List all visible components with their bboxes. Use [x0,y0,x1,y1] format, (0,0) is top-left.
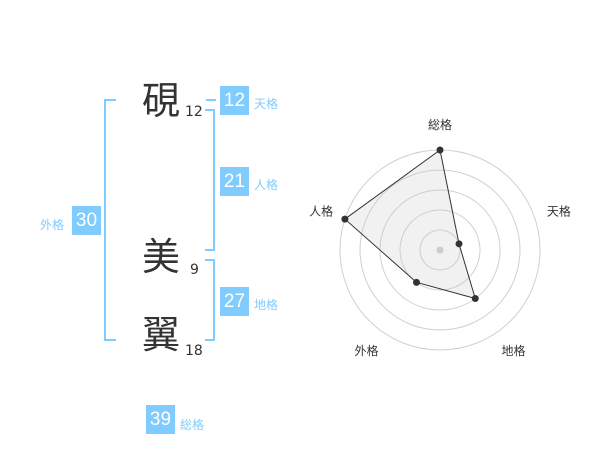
gaikaku-label: 外格 [40,218,65,232]
soukaku-label: 総格 [180,418,205,432]
stroke-count-1: 12 [185,104,203,120]
name-char-2: 美 [142,235,181,279]
radar-ring [399,209,481,291]
chikaku-label: 地格 [254,298,279,312]
radar-ring [419,229,461,271]
chikaku-bracket [205,259,215,341]
gaikaku-bracket [104,99,116,341]
radar-axis-label: 人格 [309,203,333,218]
radar-axis-label: 総格 [428,117,452,132]
radar-center [436,246,444,254]
tenkaku-label: 天格 [254,97,279,111]
tenkaku-value: 12 [220,86,249,115]
radar-area [344,149,477,300]
name-char-3: 翼 [142,313,181,357]
radar-ring [359,169,521,331]
jinkaku-bracket [205,109,215,251]
gaikaku-value: 30 [72,206,101,235]
radar-point [436,146,444,154]
radar-axis-label: 天格 [547,203,571,218]
radar-point [471,295,479,303]
radar-point [341,215,349,223]
tenkaku-bracket [206,99,216,101]
soukaku-value: 39 [146,405,175,434]
jinkaku-value: 21 [220,167,249,196]
stroke-count-3: 18 [185,343,203,359]
chikaku-value: 27 [220,287,249,316]
radar-axis-label: 外格 [355,343,379,358]
radar-point [412,278,420,286]
stroke-count-2: 9 [190,262,199,278]
jinkaku-label: 人格 [254,178,279,192]
radar-point [455,240,463,248]
name-char-1: 硯 [142,79,181,123]
radar-axis-label: 地格 [501,343,525,358]
